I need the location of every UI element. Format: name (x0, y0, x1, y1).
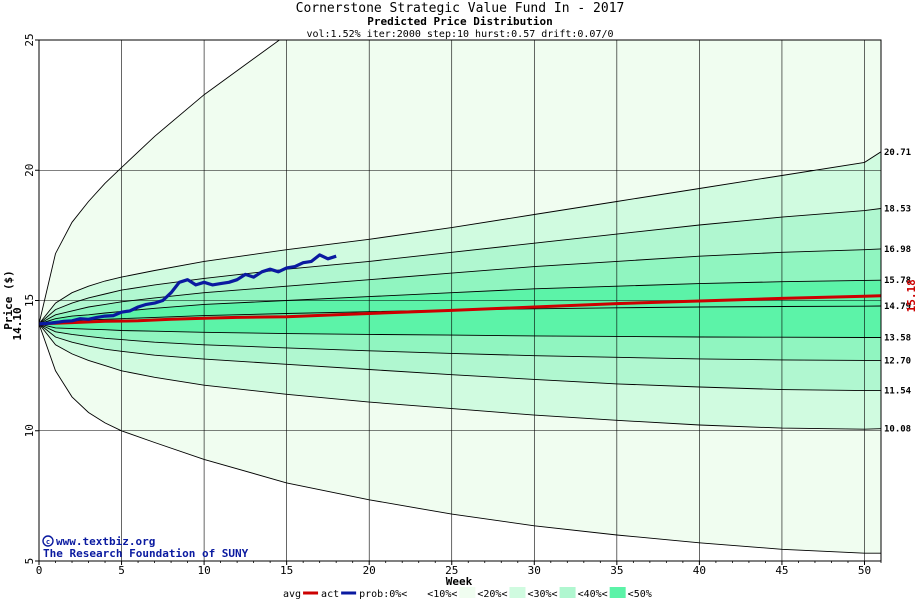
legend-swatch-40 (609, 587, 626, 598)
right-edge-label: 15.78 (884, 276, 911, 286)
band-fill-10-20-upper (39, 151, 881, 324)
legend-swatch-30 (559, 587, 576, 598)
svg-text:c: c (46, 538, 50, 546)
band-fill-20-30-lower (39, 323, 881, 391)
boundary-upper-30 (39, 248, 881, 325)
y-tick-label: 15 (23, 294, 36, 307)
probability-bands (39, 40, 881, 554)
legend-40-label: <40%< (578, 589, 608, 600)
y-tick-label: 10 (23, 424, 36, 437)
x-axis-label: Week (446, 575, 473, 588)
x-tick-label: 50 (858, 564, 871, 577)
right-edge-label: 10.08 (884, 425, 911, 435)
legend-swatch-10 (459, 587, 476, 598)
chart-params: vol:1.52% iter:2000 step:10 hurst:0.57 d… (306, 29, 613, 40)
end-avg-label: 15.18 (905, 279, 918, 312)
series-lines (38, 253, 882, 326)
right-edge-label: 12.70 (884, 356, 911, 366)
chart-subtitle: Predicted Price Distribution (367, 15, 552, 28)
x-tick-label: 10 (197, 564, 210, 577)
y-tick-label: 5 (23, 558, 36, 565)
right-edge-label: 11.54 (884, 387, 912, 397)
right-edge-label: 20.71 (884, 148, 911, 158)
legend: avg act prob:0%< <10%< <20%< <30%< <40%< <50% (283, 587, 652, 600)
band-fill-0-10-lower (39, 323, 881, 554)
boundary-lower-10 (39, 323, 881, 430)
legend-prob-label: prob:0%< (359, 589, 407, 600)
credit-website: www.textbiz.org (56, 535, 155, 548)
legend-50-label: <50% (628, 589, 652, 600)
boundary-lower-0 (39, 323, 881, 554)
act-line (38, 253, 337, 326)
avg-line (38, 294, 882, 326)
band-fill-0-10-upper (39, 40, 881, 324)
y-axis-label: Price ($) (2, 270, 15, 330)
right-edge-label: 16.98 (884, 245, 911, 255)
x-tick-label: 15 (280, 564, 293, 577)
right-edge-labels: 20.71 18.53 16.98 15.78 14.79 13.58 12.70 11.54… (884, 148, 912, 435)
x-tick-label: 25 (445, 564, 458, 577)
y-tick-label: 25 (23, 33, 36, 46)
chart-title: Cornerstone Strategic Value Fund In - 20… (296, 1, 625, 16)
legend-avg-label: avg (283, 589, 301, 600)
credits: c www.textbiz.org The Research Foundatio… (42, 535, 249, 560)
grid-lines (39, 40, 881, 561)
start-price-label: 14.10 (11, 307, 24, 340)
x-tick-label: 35 (610, 564, 623, 577)
band-fill-10-20-lower (39, 323, 881, 430)
band-fill-40-50-upper (39, 280, 881, 324)
boundary-lower-20 (39, 323, 881, 392)
x-tick-label: 40 (693, 564, 706, 577)
x-tick-label: 45 (775, 564, 788, 577)
band-fill-20-30-upper (39, 208, 881, 324)
legend-swatch-0 (409, 587, 426, 598)
legend-swatch-20 (509, 587, 526, 598)
band-fill-30-40-upper (39, 248, 881, 324)
y-axis: 5 10 15 20 25 (23, 33, 39, 564)
legend-30-label: <30%< (527, 589, 557, 600)
x-axis: 0 5 10 15 20 25 30 35 40 45 50 (36, 561, 882, 577)
x-tick-label: 30 (528, 564, 541, 577)
x-tick-label: 20 (363, 564, 376, 577)
right-edge-label: 13.58 (884, 333, 911, 343)
boundary-lower-40 (39, 323, 881, 338)
legend-act-label: act (321, 589, 339, 600)
copyright-icon (42, 535, 54, 547)
right-edge-label: 18.53 (884, 205, 911, 215)
right-edge-label: 14.79 (884, 302, 911, 312)
band-fill-40-50-lower (39, 306, 881, 338)
y-tick-label: 20 (23, 164, 36, 177)
x-tick-label: 5 (118, 564, 125, 577)
x-tick-label: 0 (36, 564, 43, 577)
boundary-upper-10 (39, 151, 881, 325)
boundary-lower-30 (39, 323, 881, 361)
credit-organization: The Research Foundation of SUNY (43, 547, 249, 560)
boundary-upper-0 (39, 40, 281, 325)
legend-20-label: <20%< (477, 589, 507, 600)
legend-10-label: <10%< (427, 589, 457, 600)
boundary-upper-40 (39, 279, 881, 325)
